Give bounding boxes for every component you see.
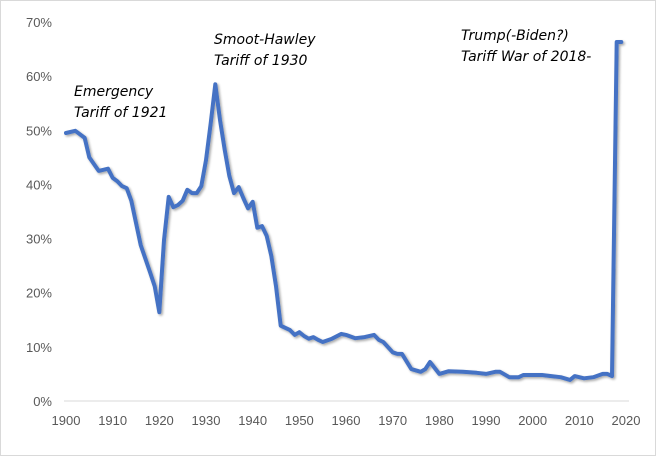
x-tick-label: 1990 [472, 413, 501, 428]
annotation-line: Tariff of 1921 [74, 105, 167, 121]
x-tick-label: 2010 [565, 413, 594, 428]
x-tick-label: 2000 [518, 413, 547, 428]
x-tick-label: 2020 [612, 413, 641, 428]
annotation-line: Tariff War of 2018- [461, 49, 591, 65]
x-tick-label: 1930 [192, 413, 221, 428]
x-tick-label: 1910 [98, 413, 127, 428]
x-tick-label: 1920 [145, 413, 174, 428]
x-tick-label: 1970 [378, 413, 407, 428]
annotation-line: Trump(-Biden?) [461, 28, 569, 44]
y-tick-label: 40% [26, 177, 52, 192]
annotation-line: Smoot-Hawley [214, 32, 316, 48]
annotation-line: Tariff of 1930 [214, 53, 308, 69]
y-tick-label: 30% [26, 232, 52, 247]
annotation-emergency-tariff: Emergency Tariff of 1921 [74, 84, 167, 121]
y-tick-label: 20% [26, 286, 52, 301]
y-tick-label: 10% [26, 340, 52, 355]
x-tick-label: 1950 [285, 413, 314, 428]
x-tick-label: 1940 [238, 413, 267, 428]
x-tick-label: 1900 [52, 413, 81, 428]
annotation-trump-tariff-war: Trump(-Biden?) Tariff War of 2018- [461, 28, 591, 65]
series-line-tariff-rate [64, 40, 624, 382]
annotation-smoot-hawley: Smoot-Hawley Tariff of 1930 [214, 32, 320, 69]
y-tick-label: 70% [26, 15, 52, 30]
annotation-line: Emergency [74, 84, 154, 100]
x-tick-label: 1980 [425, 413, 454, 428]
y-tick-label: 60% [26, 69, 52, 84]
y-tick-label: 50% [26, 123, 52, 138]
y-tick-label: 0% [33, 394, 52, 409]
x-tick-label: 1960 [332, 413, 361, 428]
